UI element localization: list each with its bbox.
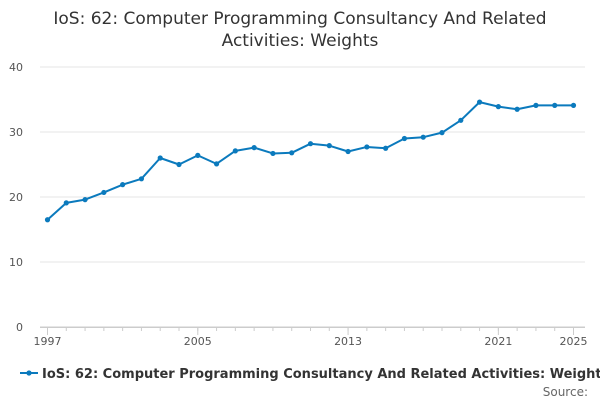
data-point[interactable] — [157, 155, 163, 161]
x-tick-label: 2021 — [484, 335, 512, 348]
x-tick-label: 2013 — [334, 335, 362, 348]
data-point[interactable] — [458, 117, 464, 123]
data-point[interactable] — [364, 144, 370, 150]
source-label: Source: — [543, 385, 588, 399]
data-point[interactable] — [44, 217, 51, 223]
data-point[interactable] — [514, 106, 520, 112]
data-point[interactable] — [101, 189, 107, 196]
chart-title-line-2: Activities: Weights — [222, 31, 379, 51]
data-point[interactable] — [63, 200, 69, 206]
data-point[interactable] — [120, 182, 126, 188]
data-point[interactable] — [213, 161, 220, 167]
series-line-0 — [46, 101, 574, 221]
chart-title-line-1: IoS: 62: Computer Programming Consultanc… — [53, 9, 546, 29]
data-point[interactable] — [176, 161, 182, 168]
data-point[interactable] — [533, 102, 539, 108]
y-tick-label: 20 — [9, 191, 23, 204]
axes: 0 10 20 30 40 1997 2005 2013 2021 2025 — [9, 61, 588, 348]
data-point[interactable] — [552, 102, 558, 108]
data-point[interactable] — [401, 135, 408, 142]
data-point[interactable] — [420, 134, 426, 140]
data-point[interactable] — [289, 150, 295, 156]
data-point[interactable] — [138, 176, 145, 182]
legend-swatch-marker — [26, 370, 32, 376]
x-tick-label: 2005 — [184, 335, 212, 348]
legend-label: IoS: 62: Computer Programming Consultanc… — [42, 367, 600, 382]
legend[interactable]: IoS: 62: Computer Programming Consultanc… — [20, 367, 600, 382]
data-point[interactable] — [307, 141, 314, 147]
data-point[interactable] — [495, 104, 501, 110]
data-point[interactable] — [251, 145, 257, 151]
y-tick-label: 0 — [16, 321, 23, 334]
data-point[interactable] — [195, 152, 201, 158]
x-tick-label: 1997 — [34, 335, 62, 348]
data-point[interactable] — [439, 130, 445, 136]
data-point[interactable] — [270, 150, 276, 157]
series-layer — [44, 99, 577, 223]
data-point[interactable] — [345, 148, 351, 155]
data-point[interactable] — [383, 145, 389, 151]
data-point[interactable] — [476, 99, 483, 105]
gridlines — [40, 66, 585, 328]
y-tick-label: 30 — [9, 126, 23, 139]
data-point[interactable] — [326, 143, 332, 149]
data-point[interactable] — [82, 197, 88, 203]
data-point[interactable] — [570, 102, 577, 108]
y-tick-label: 40 — [9, 61, 23, 74]
y-tick-label: 10 — [9, 256, 23, 269]
data-point[interactable] — [232, 148, 238, 154]
x-tick-label: 2025 — [560, 335, 588, 348]
